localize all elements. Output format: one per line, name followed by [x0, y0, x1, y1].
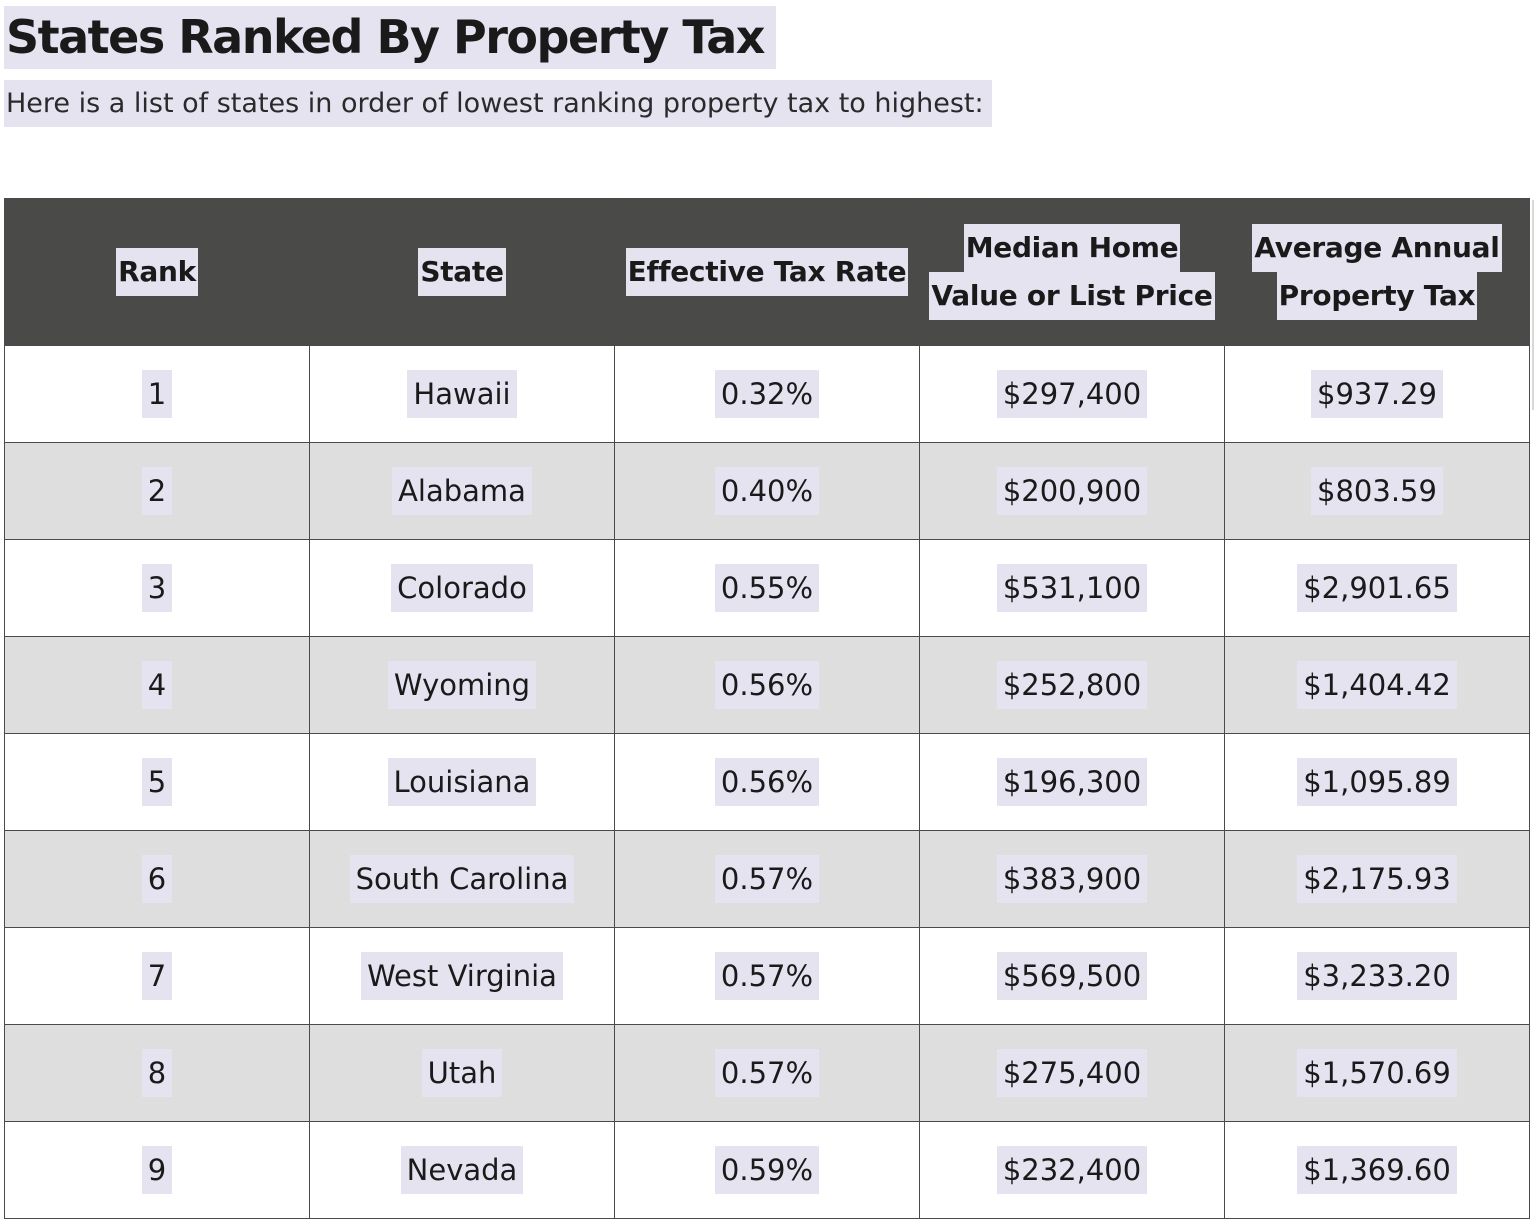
table-row: 4 Wyoming 0.56% $252,800 $1,404.42 — [4, 636, 1530, 734]
tax-rate-cell: 0.55% — [614, 539, 920, 637]
rank-cell: 5 — [4, 733, 310, 831]
table-row: 2 Alabama 0.40% $200,900 $803.59 — [4, 442, 1530, 540]
page-title: States Ranked By Property Tax — [4, 6, 776, 69]
table-row: 6 South Carolina 0.57% $383,900 $2,175.93 — [4, 830, 1530, 928]
home-value-cell: $531,100 — [919, 539, 1225, 637]
table-row: 7 West Virginia 0.57% $569,500 $3,233.20 — [4, 927, 1530, 1025]
annual-tax-cell: $1,095.89 — [1224, 733, 1530, 831]
tax-rate-cell: 0.32% — [614, 345, 920, 443]
state-cell: West Virginia — [309, 927, 615, 1025]
annual-tax-cell: $937.29 — [1224, 345, 1530, 443]
home-value-cell: $232,400 — [919, 1121, 1225, 1219]
annual-tax-cell: $1,570.69 — [1224, 1024, 1530, 1122]
home-value-cell: $383,900 — [919, 830, 1225, 928]
header-median-home-value: Median Home Value or List Price — [919, 198, 1225, 346]
home-value-cell: $275,400 — [919, 1024, 1225, 1122]
rank-cell: 1 — [4, 345, 310, 443]
rank-cell: 3 — [4, 539, 310, 637]
state-cell: Nevada — [309, 1121, 615, 1219]
annual-tax-cell: $2,901.65 — [1224, 539, 1530, 637]
rank-cell: 2 — [4, 442, 310, 540]
annual-tax-cell: $1,369.60 — [1224, 1121, 1530, 1219]
home-value-cell: $252,800 — [919, 636, 1225, 734]
rank-cell: 4 — [4, 636, 310, 734]
header-average-annual-tax: Average Annual Property Tax — [1224, 198, 1530, 346]
state-cell: South Carolina — [309, 830, 615, 928]
tax-rate-cell: 0.40% — [614, 442, 920, 540]
home-value-cell: $200,900 — [919, 442, 1225, 540]
annual-tax-cell: $1,404.42 — [1224, 636, 1530, 734]
header-state: State — [309, 198, 615, 346]
tax-rate-cell: 0.56% — [614, 733, 920, 831]
tax-rate-cell: 0.57% — [614, 1024, 920, 1122]
state-cell: Alabama — [309, 442, 615, 540]
table-header-row: Rank State Effective Tax Rate Median Hom… — [4, 198, 1530, 346]
tax-rate-cell: 0.57% — [614, 927, 920, 1025]
rank-cell: 9 — [4, 1121, 310, 1219]
home-value-cell: $196,300 — [919, 733, 1225, 831]
rank-cell: 6 — [4, 830, 310, 928]
header-effective-tax-rate: Effective Tax Rate — [614, 198, 920, 346]
state-cell: Hawaii — [309, 345, 615, 443]
table-row: 1 Hawaii 0.32% $297,400 $937.29 — [4, 345, 1530, 443]
state-cell: Utah — [309, 1024, 615, 1122]
state-cell: Colorado — [309, 539, 615, 637]
home-value-cell: $297,400 — [919, 345, 1225, 443]
rank-cell: 8 — [4, 1024, 310, 1122]
table-row: 3 Colorado 0.55% $531,100 $2,901.65 — [4, 539, 1530, 637]
state-cell: Louisiana — [309, 733, 615, 831]
table-row: 5 Louisiana 0.56% $196,300 $1,095.89 — [4, 733, 1530, 831]
annual-tax-cell: $803.59 — [1224, 442, 1530, 540]
page-subtitle: Here is a list of states in order of low… — [4, 80, 992, 127]
header-rank: Rank — [4, 198, 310, 346]
annual-tax-cell: $2,175.93 — [1224, 830, 1530, 928]
tax-rate-cell: 0.56% — [614, 636, 920, 734]
tax-rate-cell: 0.59% — [614, 1121, 920, 1219]
annual-tax-cell: $3,233.20 — [1224, 927, 1530, 1025]
tax-rate-cell: 0.57% — [614, 830, 920, 928]
table-row: 9 Nevada 0.59% $232,400 $1,369.60 — [4, 1121, 1530, 1219]
table-row: 8 Utah 0.57% $275,400 $1,570.69 — [4, 1024, 1530, 1122]
home-value-cell: $569,500 — [919, 927, 1225, 1025]
state-cell: Wyoming — [309, 636, 615, 734]
rank-cell: 7 — [4, 927, 310, 1025]
scroll-edge — [1532, 200, 1534, 410]
property-tax-table: Rank State Effective Tax Rate Median Hom… — [4, 198, 1530, 1219]
